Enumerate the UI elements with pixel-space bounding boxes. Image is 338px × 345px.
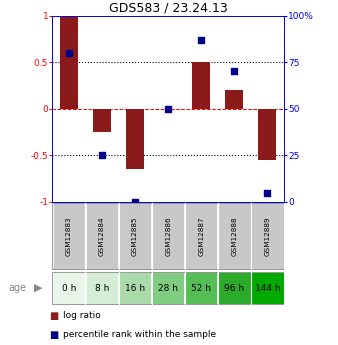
- Bar: [53, 272, 85, 304]
- Text: GSM12887: GSM12887: [198, 217, 204, 256]
- Text: ▶: ▶: [34, 283, 42, 293]
- Bar: [251, 203, 284, 269]
- Bar: [225, 90, 243, 109]
- Text: 16 h: 16 h: [125, 284, 145, 293]
- Point: [198, 37, 204, 42]
- Bar: [60, 16, 78, 109]
- Text: 8 h: 8 h: [95, 284, 109, 293]
- Point: [132, 199, 138, 205]
- Text: age: age: [8, 283, 27, 293]
- Bar: [152, 272, 184, 304]
- Bar: [86, 203, 118, 269]
- Point: [99, 152, 105, 158]
- Title: GDS583 / 23.24.13: GDS583 / 23.24.13: [109, 1, 227, 14]
- Point: [265, 190, 270, 195]
- Text: GSM12885: GSM12885: [132, 217, 138, 256]
- Bar: [86, 272, 118, 304]
- Bar: [185, 203, 217, 269]
- Bar: [218, 203, 250, 269]
- Bar: [93, 109, 111, 132]
- Text: 96 h: 96 h: [224, 284, 244, 293]
- Bar: [258, 109, 276, 160]
- Text: ■: ■: [49, 311, 58, 321]
- Point: [166, 106, 171, 111]
- Text: log ratio: log ratio: [63, 311, 100, 320]
- Text: GSM12883: GSM12883: [66, 217, 72, 256]
- Point: [232, 69, 237, 74]
- Text: 28 h: 28 h: [158, 284, 178, 293]
- Text: GSM12889: GSM12889: [264, 217, 270, 256]
- Bar: [119, 272, 151, 304]
- Point: [66, 50, 72, 56]
- Bar: [53, 203, 85, 269]
- Text: 0 h: 0 h: [62, 284, 76, 293]
- Text: 52 h: 52 h: [191, 284, 211, 293]
- Bar: [119, 203, 151, 269]
- Text: ■: ■: [49, 330, 58, 339]
- Bar: [126, 109, 144, 169]
- Text: GSM12888: GSM12888: [231, 217, 237, 256]
- Text: GSM12884: GSM12884: [99, 217, 105, 256]
- Bar: [185, 272, 217, 304]
- Text: percentile rank within the sample: percentile rank within the sample: [63, 330, 216, 339]
- Text: GSM12886: GSM12886: [165, 217, 171, 256]
- Bar: [218, 272, 250, 304]
- Bar: [152, 203, 184, 269]
- Bar: [192, 62, 210, 109]
- Text: 144 h: 144 h: [255, 284, 280, 293]
- Bar: [251, 272, 284, 304]
